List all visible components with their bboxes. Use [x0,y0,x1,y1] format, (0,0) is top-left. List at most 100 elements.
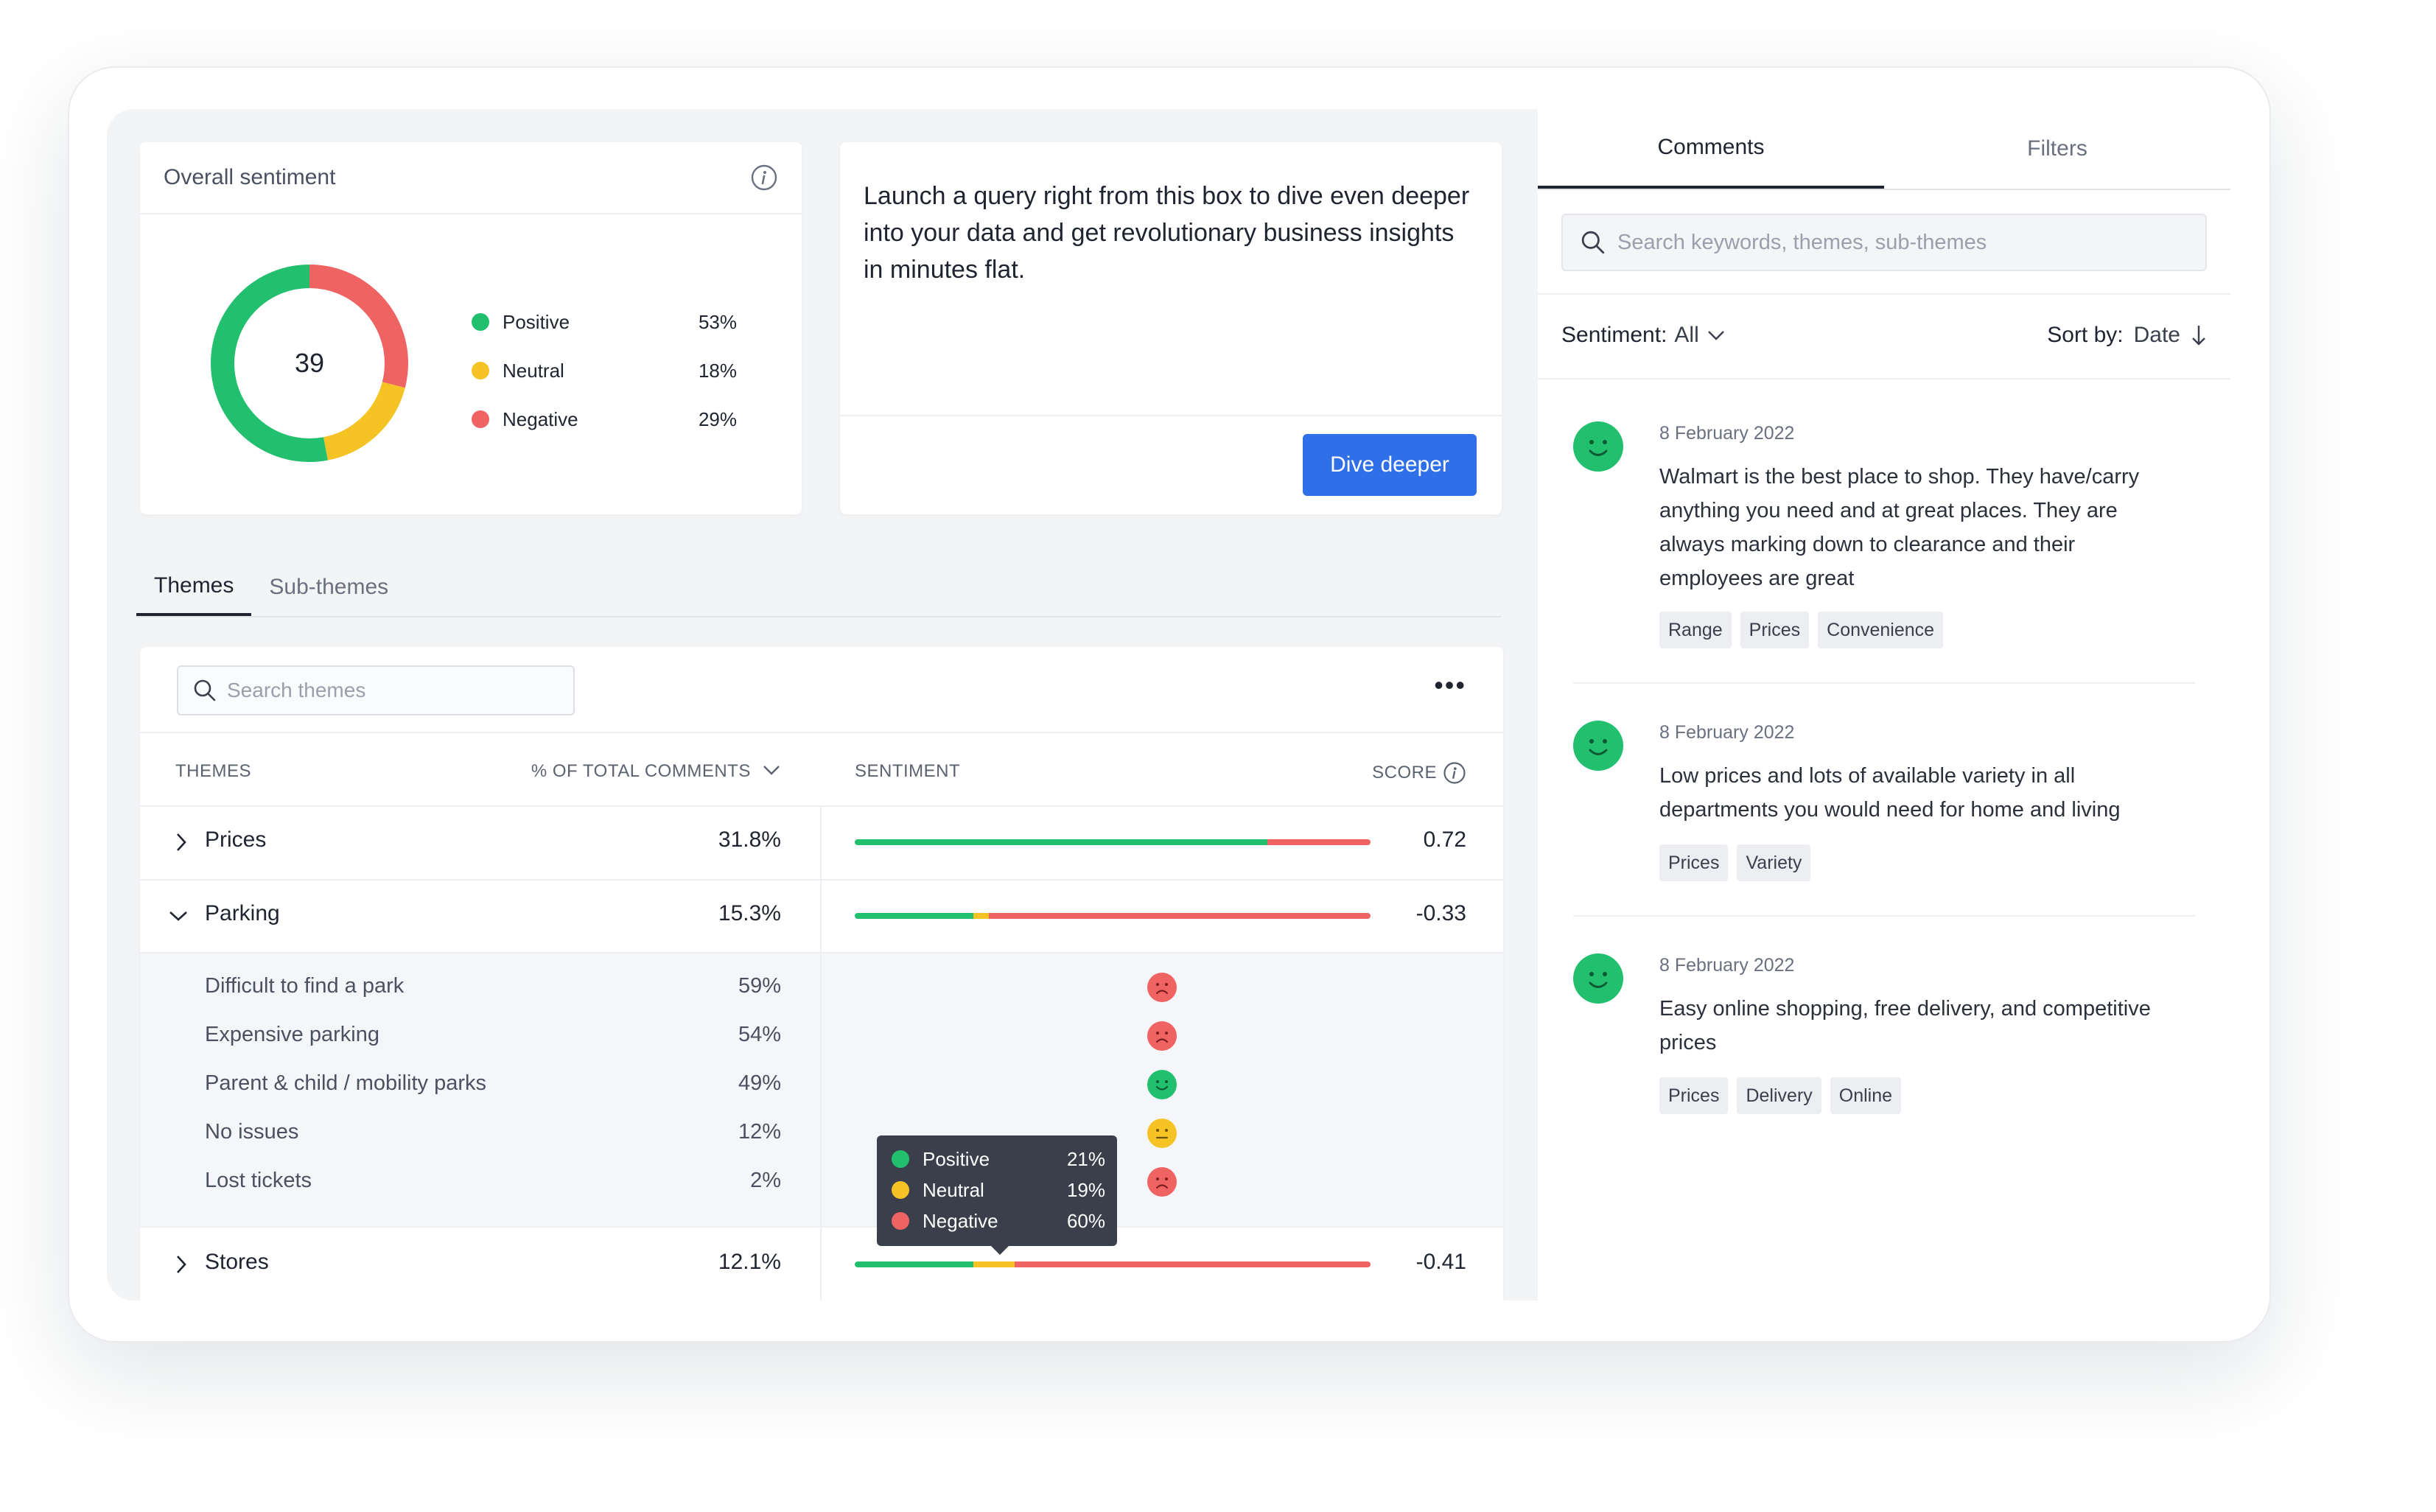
legend-pct: 53% [698,310,737,333]
tab-sub-themes[interactable]: Sub-themes [269,575,389,599]
bar-segment-neutral [973,913,989,919]
happy-face-icon [1573,953,1623,1004]
comment-text: Low prices and lots of available variety… [1659,764,2121,822]
negative-dot-icon [892,1212,909,1230]
legend-neutral: Neutral 18% [472,356,737,385]
dive-deeper-button[interactable]: Dive deeper [1303,434,1477,496]
col-header-score: SCORE [1372,761,1466,785]
tooltip-row: Neutral 19% [892,1177,1105,1203]
sort-dropdown[interactable]: Sort by: Date [2047,323,2207,348]
comment-item[interactable]: 8 February 2022 Easy online shopping, fr… [1538,953,2230,1145]
bar-segment-positive [855,913,973,919]
sort-label: Sort by: [2047,323,2124,347]
tab-comments[interactable]: Comments [1538,109,1884,189]
col-header-score-label: SCORE [1372,763,1437,783]
tab-filters[interactable]: Filters [2027,136,2087,161]
table-row[interactable]: Prices 31.8% 0.72 [140,805,1503,879]
table-row[interactable]: Parking 15.3% -0.33 [140,879,1503,953]
sub-themes-block: Difficult to find a park 59% Expensive p… [140,952,1503,1228]
sad-face-icon [1147,1167,1177,1197]
tooltip-row: Positive 21% [892,1146,1105,1172]
sub-theme-row[interactable]: No issues 12% [140,1108,1503,1157]
divider [140,805,1503,807]
col-header-sentiment: SENTIMENT [855,761,961,781]
comment-text: Easy online shopping, free delivery, and… [1659,997,2151,1054]
table-row[interactable]: Stores 12.1% -0.41 [140,1228,1503,1301]
tag[interactable]: Prices [1659,844,1729,881]
legend-label: Neutral [503,359,564,382]
comment-item[interactable]: 8 February 2022 Walmart is the best plac… [1538,421,2230,687]
chevron-right-icon[interactable] [171,1254,192,1275]
happy-face-icon [1573,421,1623,472]
legend-label: Positive [503,310,570,333]
tooltip-arrow [991,1246,1009,1255]
divider [840,415,1502,416]
sentiment-bar[interactable] [855,913,1371,919]
sentiment-donut-chart [211,265,408,462]
sentiment-filter-dropdown[interactable]: Sentiment: All [1561,323,1726,348]
tag[interactable]: Variety [1737,844,1811,881]
tag[interactable]: Prices [1740,612,1810,648]
query-input[interactable]: Launch a query right from this box to di… [864,182,1470,284]
tag[interactable]: Convenience [1818,612,1944,648]
theme-pct: 12.1% [718,1250,781,1274]
divider [140,879,1503,881]
happy-face-icon [1573,721,1623,771]
sentiment-filter-value: All [1674,323,1699,347]
info-icon[interactable] [750,164,778,192]
tag[interactable]: Delivery [1737,1077,1821,1114]
sub-theme-pct: 49% [738,1071,781,1095]
card-header: Overall sentiment [140,142,802,214]
bar-segment-negative [1015,1261,1371,1267]
sub-theme-row[interactable]: Lost tickets 2% [140,1157,1503,1205]
dashboard-main: Overall sentiment 39 Positive 53% Neutra… [107,109,1538,1301]
donut-slice-positive[interactable] [211,265,408,462]
sub-theme-row[interactable]: Parent & child / mobility parks 49% [140,1060,1503,1108]
sub-theme-name: Difficult to find a park [205,974,405,998]
legend-pct: 29% [698,407,737,430]
divider [140,1226,1503,1228]
panel-tabs: Comments Filters [1538,109,2230,190]
theme-pct: 15.3% [718,901,781,925]
legend-positive: Positive 53% [472,307,737,337]
divider [140,732,1503,733]
sub-theme-pct: 54% [738,1023,781,1046]
theme-tabs: Themes Sub-themes [136,559,1502,617]
themes-table: Search themes ••• THEMES % OF TOTAL COMM… [140,647,1503,1301]
tag[interactable]: Range [1659,612,1732,648]
info-icon[interactable] [1443,761,1466,785]
overall-sentiment-card: Overall sentiment 39 Positive 53% Neutra… [140,142,802,514]
column-divider [820,952,822,1228]
search-themes-input[interactable]: Search themes [177,665,575,715]
chevron-right-icon[interactable] [171,832,192,853]
comment-tags: Prices Variety [1659,844,1811,881]
sub-theme-row[interactable]: Expensive parking 54% [140,1011,1503,1060]
comment-item[interactable]: 8 February 2022 Low prices and lots of a… [1538,721,2230,912]
tooltip-row: Negative 60% [892,1208,1105,1234]
sort-value: Date [2133,323,2180,347]
sub-theme-name: Expensive parking [205,1023,379,1046]
divider [1538,293,2230,295]
tab-themes[interactable]: Themes [136,559,252,616]
sentiment-bar[interactable] [855,1261,1371,1267]
sentiment-bar[interactable] [855,839,1371,845]
legend-negative: Negative 29% [472,405,737,434]
sub-theme-pct: 59% [738,974,781,998]
comment-date: 8 February 2022 [1659,423,1795,444]
chevron-down-icon[interactable] [168,906,189,926]
theme-name: Parking [205,901,280,925]
theme-score: -0.33 [1415,901,1466,925]
divider [1538,378,2230,379]
sad-face-icon [1147,1021,1177,1051]
comment-date: 8 February 2022 [1659,722,1795,743]
more-options-button[interactable]: ••• [1434,670,1466,700]
col-header-pct[interactable]: % OF TOTAL COMMENTS [531,761,781,782]
search-comments-input[interactable]: Search keywords, themes, sub-themes [1561,214,2207,271]
bar-segment-positive [855,1261,973,1267]
divider [140,952,1503,953]
tag[interactable]: Online [1830,1077,1902,1114]
bar-segment-negative [989,913,1371,919]
tag[interactable]: Prices [1659,1077,1729,1114]
sub-theme-row[interactable]: Difficult to find a park 59% [140,962,1503,1011]
bar-segment-positive [855,839,1267,845]
